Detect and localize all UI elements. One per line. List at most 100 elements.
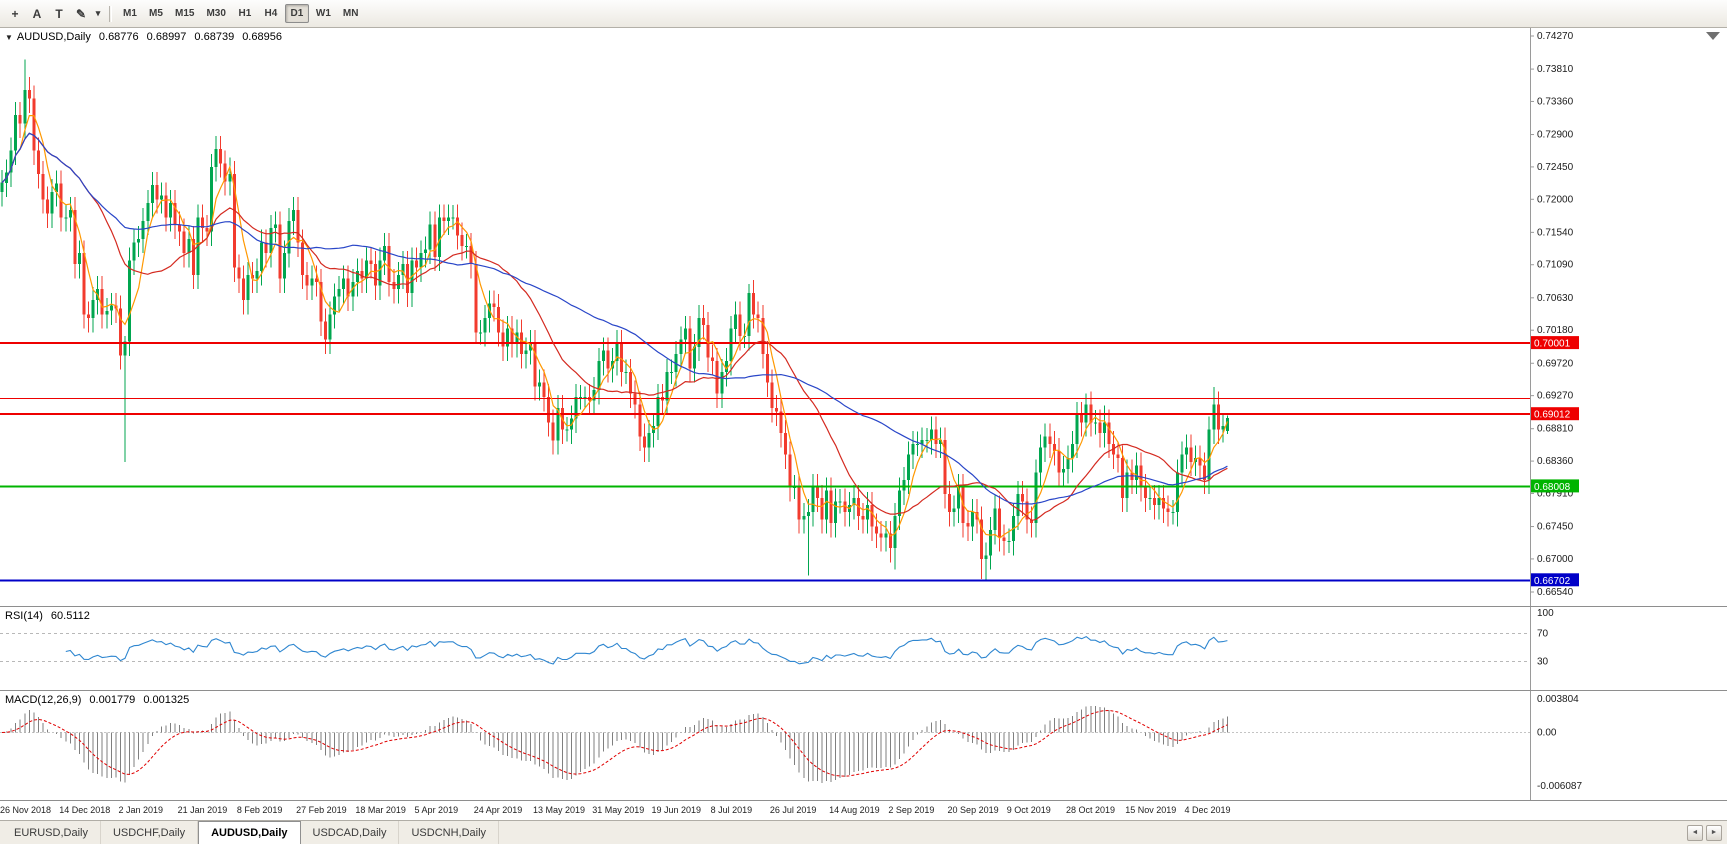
candle-body (342, 278, 346, 290)
price-level-flag[interactable] (1531, 573, 1579, 587)
candle-body (23, 89, 27, 124)
timeframe-m5-button[interactable]: M5 (149, 8, 163, 19)
draw-tool-button[interactable]: ✎ (75, 6, 87, 21)
macd-histogram (6, 705, 1228, 783)
timeframe-w1-button[interactable]: W1 (315, 8, 331, 19)
price-level-flag[interactable] (1531, 407, 1579, 421)
timeframe-h4-button[interactable]: H4 (264, 8, 278, 19)
timeframe-h1-button[interactable]: H1 (238, 8, 252, 19)
candle-body (292, 210, 296, 221)
candle-body (1162, 497, 1166, 509)
candle-body (9, 150, 13, 173)
candle-body (150, 184, 154, 203)
tab-scroll-left-button[interactable]: ◄ (1687, 824, 1703, 841)
timeframe-m1-button[interactable]: M1 (123, 8, 137, 19)
candle-body (18, 115, 22, 124)
candle-body (852, 497, 856, 505)
candle-body (1020, 494, 1024, 502)
price-level-flag-text: 0.69012 (1534, 410, 1571, 421)
candle-body (1116, 454, 1120, 459)
timeframe-m30-button[interactable]: M30 (206, 8, 226, 19)
chart-tab-usdchf[interactable]: USDCHF,Daily (101, 821, 199, 844)
rsi-line (65, 635, 1228, 665)
candle-body (264, 242, 268, 254)
rsi-axis-label: 70 (1537, 629, 1549, 640)
candle-body (1043, 436, 1047, 448)
candle-body (765, 353, 769, 383)
candle-body (547, 397, 551, 423)
candle-body (556, 407, 560, 441)
time-axis-label: 28 Oct 2019 (1066, 805, 1116, 815)
candle-body (1166, 508, 1170, 513)
candle-body (178, 224, 182, 232)
candle-body (506, 328, 510, 347)
price-panel[interactable]: 0.74270 0.73810 0.73360 0.72900 0.72450 0.720… (0, 28, 1727, 606)
timeframe-m15-button[interactable]: M15 (175, 8, 195, 19)
candle-body (210, 166, 214, 232)
text-tool-button[interactable]: A (32, 6, 42, 21)
candle-body (601, 350, 605, 362)
chart-tabs: EURUSD,Daily USDCHF,Daily AUDUSD,Daily U… (0, 821, 500, 844)
candle-body (100, 289, 104, 315)
candle-body (756, 314, 760, 318)
candle-body (702, 318, 706, 326)
price-level-flag-text: 0.68008 (1534, 482, 1571, 493)
ma-line-5 (1, 115, 1228, 539)
price-axis-label: 0.72450 (1537, 162, 1574, 173)
candle-body (1002, 537, 1006, 541)
time-axis[interactable]: 26 Nov 2018 14 Dec 2018 2 Jan 2019 21 Jan 2… (0, 800, 1727, 820)
text-label-tool-button[interactable]: T (55, 6, 63, 21)
price-axis-label: 0.71090 (1537, 260, 1574, 271)
timeframe-mn-button[interactable]: MN (342, 8, 359, 19)
timeframe-d1-button[interactable]: D1 (284, 4, 309, 23)
candle-body (118, 308, 122, 356)
candle-body (27, 89, 31, 99)
candle-body (638, 404, 642, 437)
time-axis-label: 27 Feb 2019 (296, 805, 347, 815)
price-axis-label: 0.68360 (1537, 456, 1574, 467)
candle-body (1225, 418, 1229, 432)
crosshair-tool-button[interactable]: + (11, 6, 19, 21)
time-axis-label: 4 Dec 2019 (1184, 805, 1231, 815)
candle-body (200, 217, 204, 229)
candle-body (1198, 458, 1202, 466)
draw-tool-dropdown[interactable]: ▾ (95, 8, 101, 18)
candle-body (934, 429, 938, 444)
price-axis-label: 0.69720 (1537, 358, 1574, 369)
candle-body (597, 361, 601, 390)
candle-body (925, 440, 929, 442)
candle-body (132, 242, 136, 261)
candle-body (583, 397, 587, 399)
candle-body (629, 371, 633, 394)
tab-scroll-right-button[interactable]: ► (1706, 824, 1722, 841)
price-axis-label: 0.71540 (1537, 227, 1574, 238)
candle-body (437, 217, 441, 257)
candle-body (1184, 447, 1188, 455)
candle-body (46, 199, 50, 214)
candle-body (77, 253, 81, 264)
time-axis-label: 15 Nov 2019 (1125, 805, 1177, 815)
chart-tab-eurusd[interactable]: EURUSD,Daily (2, 821, 101, 844)
candle-body (706, 325, 710, 358)
price-level-flag[interactable] (1531, 479, 1579, 493)
candle-body (1171, 512, 1175, 514)
candle-body (670, 371, 674, 373)
macd-panel[interactable]: 0.003804 0.00 -0.006087 MACD(12,26,9) 0.001… (0, 690, 1727, 800)
chart-tab-usdcad[interactable]: USDCAD,Daily (301, 821, 400, 844)
candle-body (355, 271, 359, 282)
chart-tab-usdcnh[interactable]: USDCNH,Daily (399, 821, 500, 844)
candle-body (460, 235, 464, 246)
rsi-panel[interactable]: 100 70 30 RSI(14) 60.5112 (0, 606, 1727, 690)
candle-body (1034, 472, 1038, 523)
candle-body (214, 148, 218, 167)
chart-tab-audusd[interactable]: AUDUSD,Daily (198, 821, 301, 844)
time-axis-label: 24 Apr 2019 (473, 805, 523, 815)
time-axis-label: 14 Dec 2018 (59, 805, 111, 815)
candle-body (510, 328, 514, 344)
candle-body (993, 508, 997, 531)
candle-body (478, 332, 482, 334)
chart-shift-marker-icon[interactable] (1706, 32, 1720, 40)
candle-body (105, 310, 109, 315)
price-level-flag[interactable] (1531, 336, 1579, 350)
